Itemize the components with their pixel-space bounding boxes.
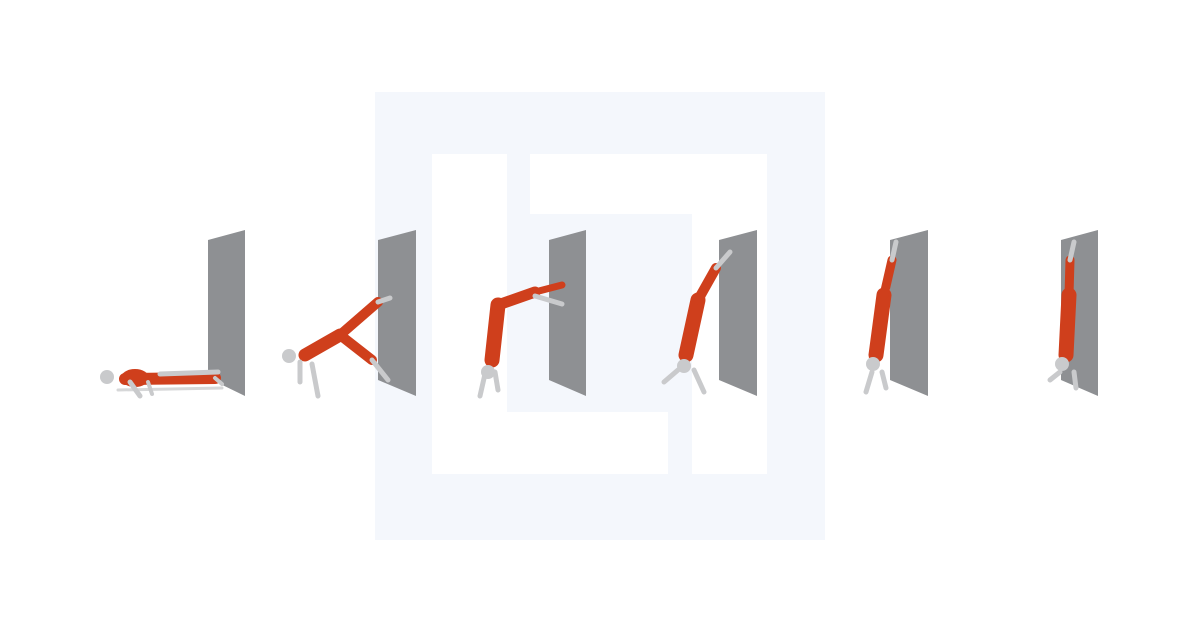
anatomy-figure-icon xyxy=(661,249,733,395)
wall-panel-icon xyxy=(719,230,757,396)
wall-panel-icon xyxy=(208,230,245,396)
stage-6-wall-handstand xyxy=(1047,230,1098,396)
stage-5-near-vertical xyxy=(863,230,928,396)
anatomy-figure-icon xyxy=(477,281,566,399)
wall-panel-icon xyxy=(549,230,586,396)
stage-2-pike-one-leg-raised xyxy=(282,230,416,399)
logo-watermark-icon xyxy=(375,92,825,540)
wall-panel-icon xyxy=(378,230,416,396)
anatomy-figure-icon xyxy=(282,295,393,399)
wall-panel-icon xyxy=(890,230,928,396)
stage-3-feet-on-wall xyxy=(477,230,586,399)
anatomy-figure-icon xyxy=(863,239,899,395)
anatomy-figure-icon xyxy=(100,369,224,399)
stage-1-plank-at-wall xyxy=(100,230,245,399)
anatomy-figure-icon xyxy=(1047,239,1079,391)
stage-4-walking-up-wall xyxy=(661,230,757,396)
